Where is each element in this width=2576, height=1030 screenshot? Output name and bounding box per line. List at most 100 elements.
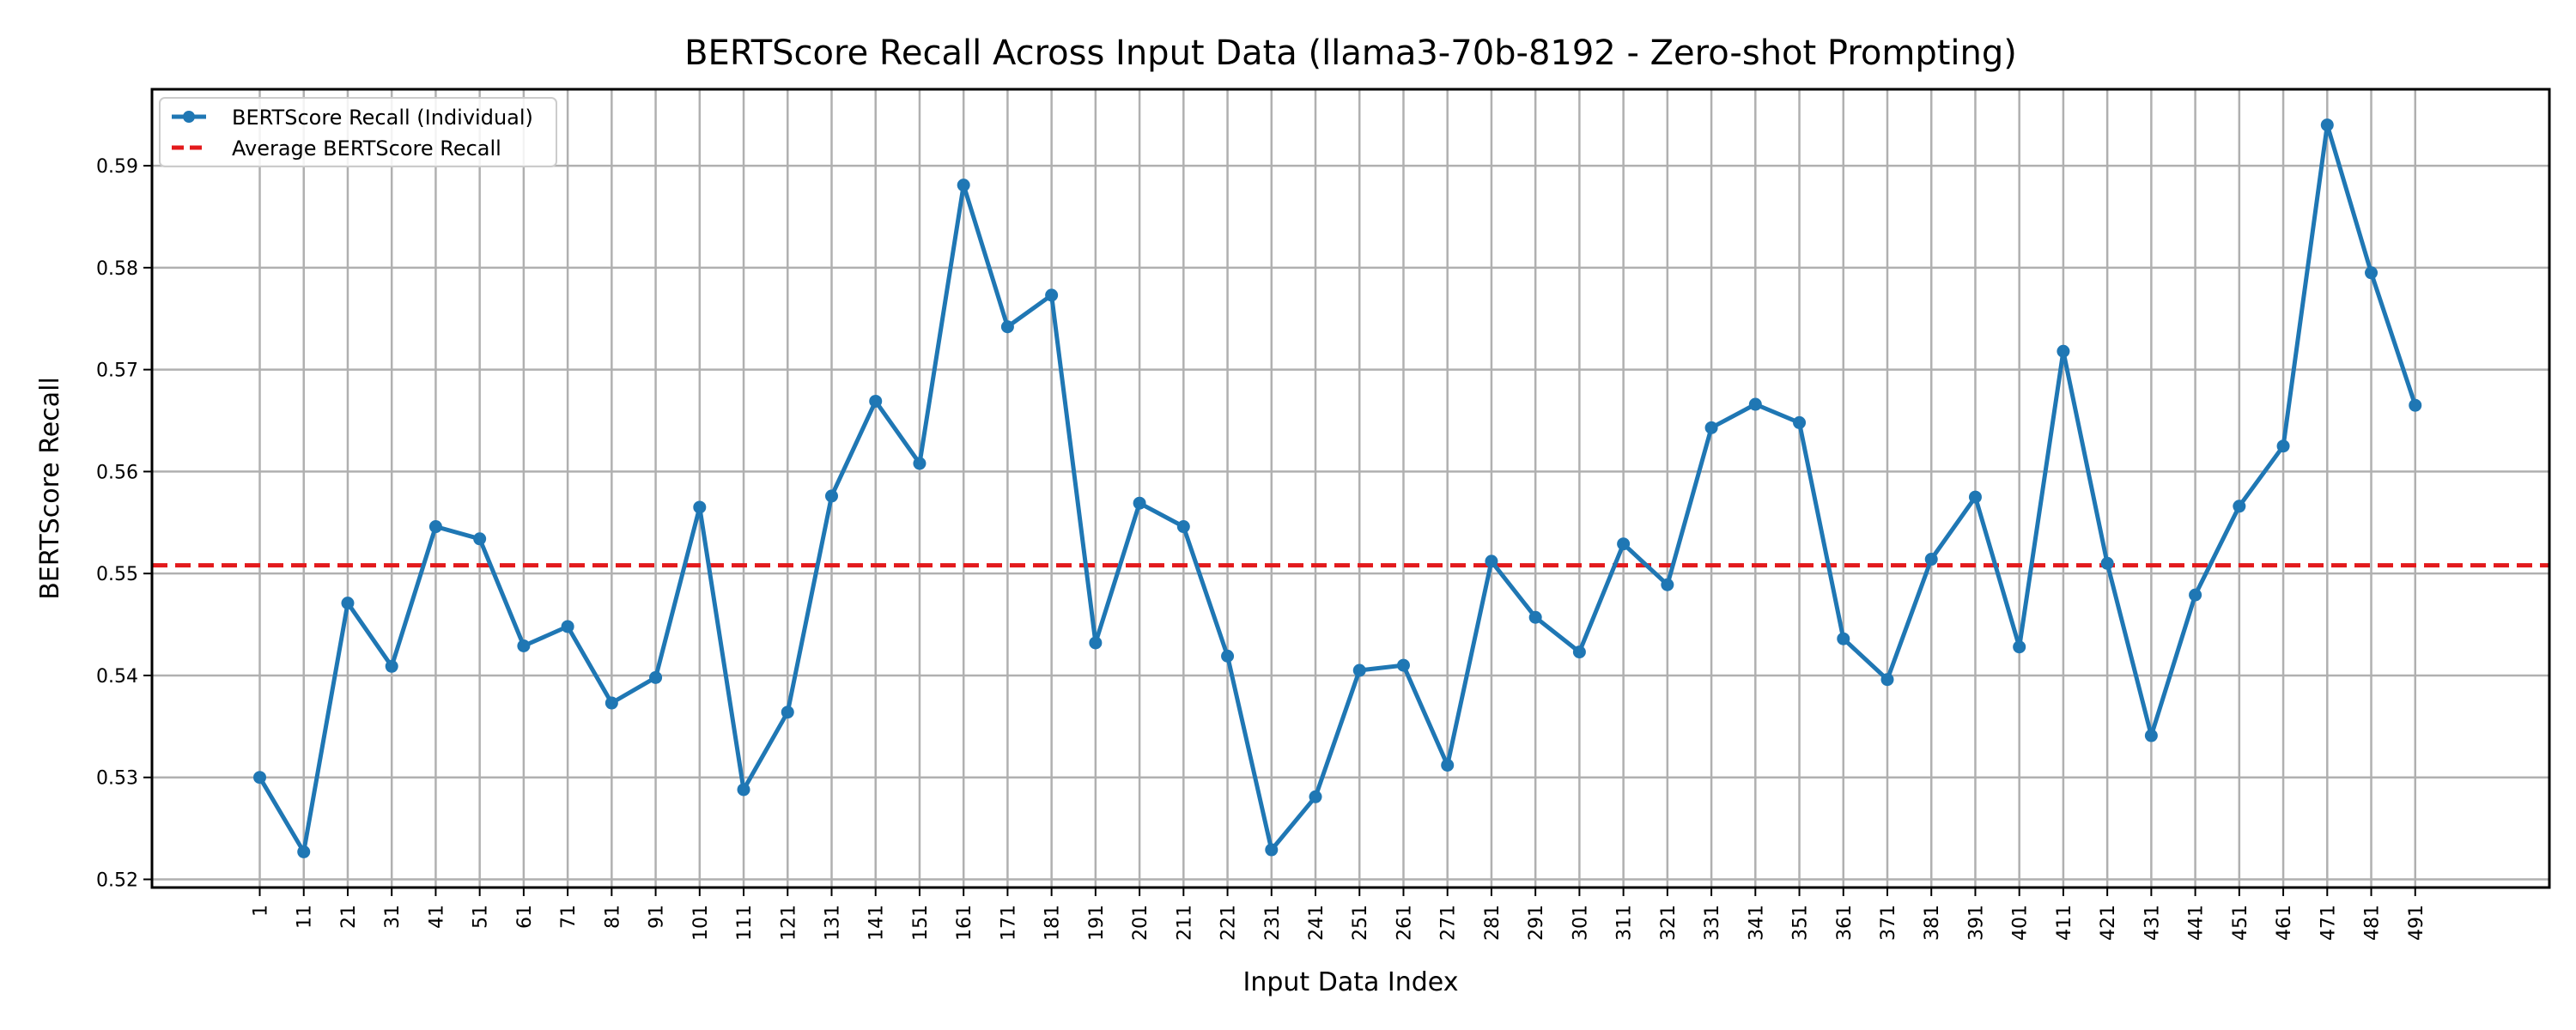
x-tick-label: 141 [866,905,888,941]
x-tick-label: 221 [1218,905,1240,941]
data-point [2013,640,2026,654]
y-tick-label: 0.53 [96,768,138,790]
series-line [258,123,2418,854]
y-tick-label: 0.59 [96,156,138,178]
data-point [1617,537,1631,551]
x-tick-label: 101 [690,905,712,941]
x-tick-label: 401 [2010,905,2032,941]
x-tick-label: 201 [1130,905,1151,941]
data-point [428,520,442,534]
data-point [2276,439,2290,453]
data-point [1924,553,1938,566]
data-point [737,783,750,797]
x-tick-label: 481 [2362,905,2384,941]
x-tick-label: 91 [647,905,668,929]
data-point [781,706,794,719]
x-tick-label: 361 [1834,905,1856,941]
x-tick-label: 151 [910,905,932,941]
x-tick-label: 381 [1922,905,1943,941]
x-tick-label: 211 [1174,905,1195,941]
x-tick-label: 411 [2054,905,2075,941]
data-point [341,597,355,610]
grid [152,89,2549,888]
x-tick-label: 21 [338,905,360,929]
x-tick-label: 311 [1614,905,1636,941]
data-point [1528,610,1542,624]
data-point [1265,843,1279,857]
data-point [869,394,883,408]
data-point [1968,490,1982,504]
data-point [1793,415,1807,429]
data-point [824,489,838,503]
x-tick-label: 421 [2098,905,2119,941]
data-point [693,500,707,514]
data-point [1176,520,1190,534]
x-tick-label: 431 [2142,905,2163,941]
x-tick-label: 341 [1746,905,1767,941]
x-tick-label: 131 [822,905,843,941]
x-tick-label: 11 [295,905,316,929]
plot-frame [150,88,2551,889]
data-point [2320,118,2334,132]
y-tick-label: 0.55 [96,564,138,585]
x-tick-label: 301 [1570,905,1591,941]
x-tick-label: 171 [998,905,1019,941]
x-tick-label: 441 [2186,905,2208,941]
x-tick-label: 281 [1482,905,1504,941]
data-point [385,659,398,673]
data-point [253,771,267,785]
data-point [2144,729,2158,742]
data-point [297,845,311,858]
legend-box [159,97,557,167]
x-tick-label: 351 [1790,905,1812,941]
x-tick-label: 1 [251,905,272,917]
data-point [1880,673,1894,687]
data-point [649,670,663,684]
data-point [1837,632,1850,645]
data-point [1133,496,1146,510]
data-point [1748,397,1762,411]
series-layer [253,118,2422,858]
data-point [2189,588,2202,602]
x-tick-label: 461 [2274,905,2295,941]
y-axis-ticks: 0.52 0.53 0.54 0.55 0.56 0.57 0.58 0.59 [96,156,152,891]
data-point [1572,645,1586,659]
data-point [2233,500,2246,513]
data-point [1704,421,1718,434]
x-tick-label: 261 [1394,905,1415,941]
x-tick-label: 111 [734,905,756,941]
x-tick-label: 191 [1086,905,1108,941]
legend-marker-individual [183,111,195,123]
x-tick-label: 271 [1438,905,1460,941]
x-axis-ticks: 1 11 21 31 41 51 61 71 81 91 101 111 121 131 141 151 161… [251,888,2427,941]
x-tick-label: 371 [1878,905,1899,941]
x-tick-label: 61 [514,905,536,929]
y-tick-label: 0.56 [96,462,138,483]
y-tick-label: 0.57 [96,360,138,382]
data-point [517,639,531,653]
data-point [1661,578,1674,591]
y-tick-label: 0.58 [96,258,138,280]
x-tick-label: 391 [1965,905,1987,941]
x-tick-label: 321 [1658,905,1680,941]
data-point [913,457,927,470]
data-point [1485,554,1498,568]
data-point [473,532,487,546]
legend-label-average: Average BERTScore Recall [232,136,501,161]
data-point [1089,636,1103,650]
x-tick-label: 331 [1702,905,1723,941]
y-axis-label: BERTScore Recall [35,377,65,600]
data-point [2057,344,2070,358]
x-tick-label: 251 [1350,905,1371,941]
data-point [1221,649,1235,663]
data-point [2409,398,2422,412]
data-point [1396,658,1410,672]
x-axis-label: Input Data Index [1243,967,1459,997]
data-point [957,179,970,192]
x-tick-label: 51 [471,905,492,929]
x-tick-label: 231 [1262,905,1284,941]
x-tick-label: 491 [2406,905,2427,941]
data-point [561,620,574,633]
